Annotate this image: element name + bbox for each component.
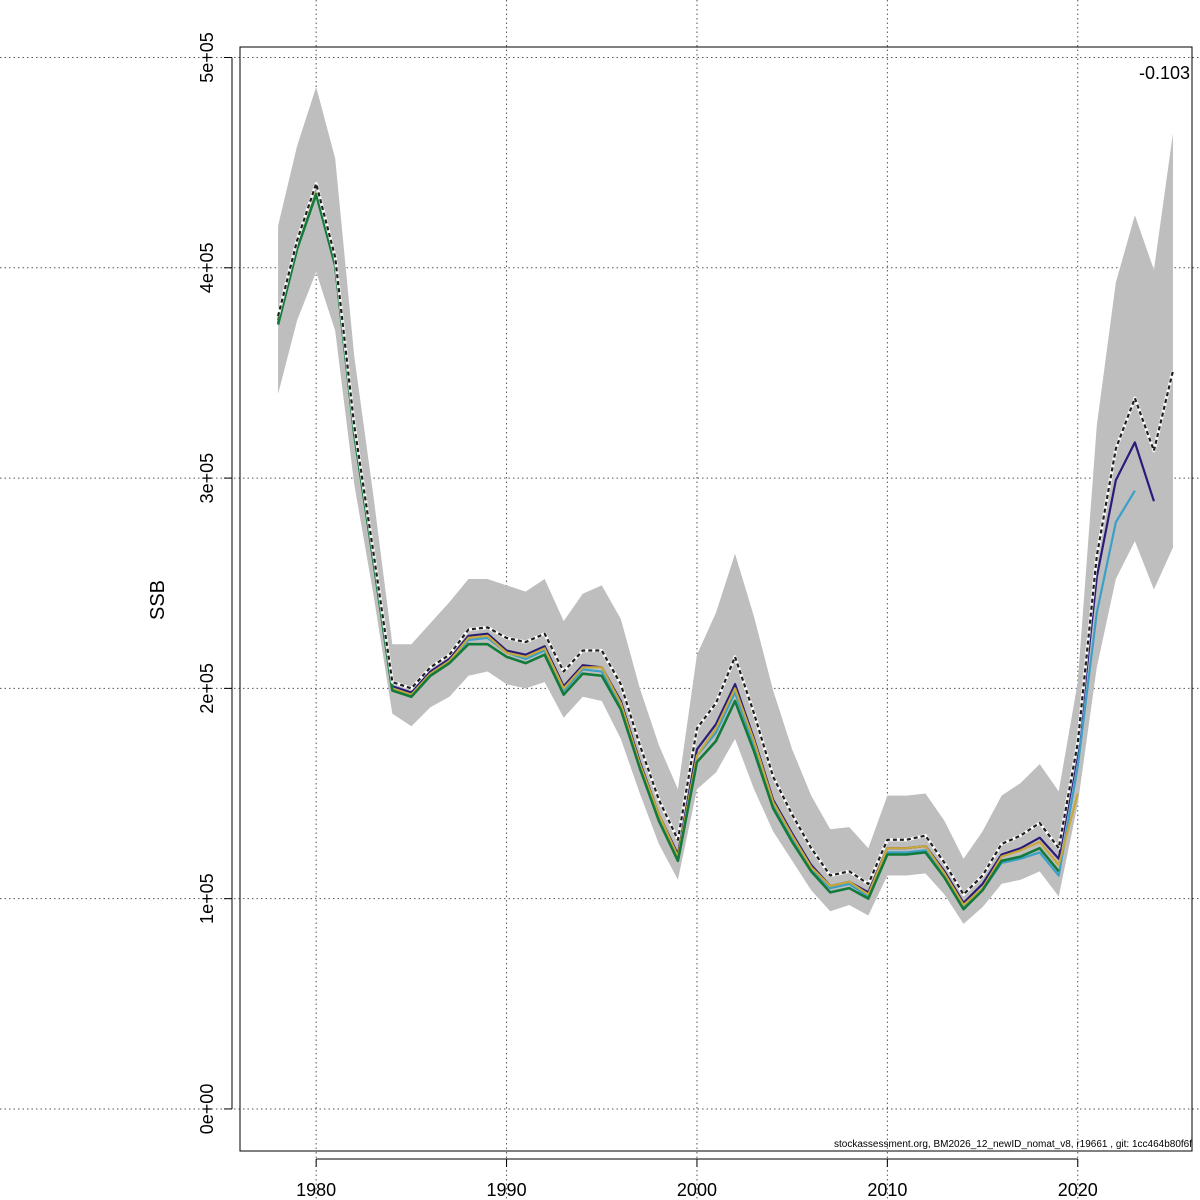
y-tick-label: 3e+05 [197, 453, 217, 504]
y-tick-label: 5e+05 [197, 32, 217, 83]
y-tick-label: 4e+05 [197, 243, 217, 294]
series-line-retro [277, 186, 1155, 904]
x-tick-label: 2020 [1058, 1180, 1098, 1200]
confidence-band-layer [278, 86, 1173, 924]
corner-label: -0.103 [1139, 63, 1190, 83]
footnote: stockassessment.org, BM2026_12_newID_nom… [834, 1139, 1192, 1150]
x-tick-label: 2000 [677, 1180, 717, 1200]
x-tick-label: 1980 [296, 1180, 336, 1200]
series-line-estimate [277, 182, 1175, 896]
y-tick-label: 2e+05 [197, 663, 217, 714]
y-axis-title: SSB [147, 580, 169, 620]
series-line-retro [276, 192, 1060, 911]
x-axis: 1980 1990 2000 2010 2020 [296, 1158, 1098, 1200]
x-tick-label: 1990 [487, 1180, 527, 1200]
y-tick-label: 0e+00 [197, 1084, 217, 1135]
plot-frame [239, 46, 1193, 1152]
series-layer [276, 182, 1175, 911]
y-axis: 0e+00 1e+05 2e+05 3e+05 4e+05 5e+05 [197, 32, 233, 1135]
x-tick-label: 2010 [867, 1180, 907, 1200]
confidence-band [278, 86, 1173, 924]
y-tick-label: 1e+05 [197, 873, 217, 924]
